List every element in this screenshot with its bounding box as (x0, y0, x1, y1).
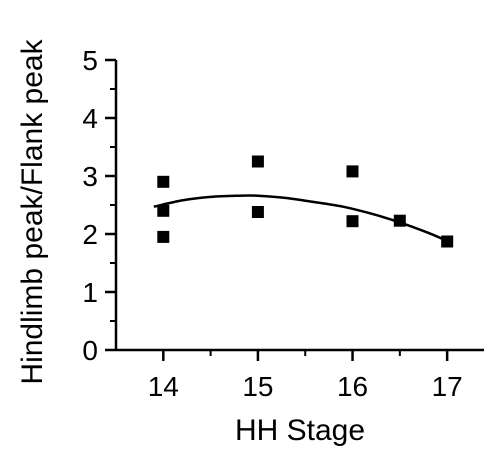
data-point (393, 214, 406, 227)
y-ticks: 0 1 2 3 4 5 (82, 45, 116, 366)
data-point (157, 204, 170, 217)
x-ticks: 14 15 16 17 (148, 350, 463, 402)
data-point (251, 206, 264, 218)
y-tick-label: 0 (82, 335, 98, 366)
data-point (157, 175, 170, 188)
x-tick-label: 15 (242, 371, 273, 402)
data-point (441, 235, 454, 248)
x-tick-label: 17 (432, 371, 463, 402)
axes (114, 60, 484, 352)
data-point (251, 155, 264, 168)
data-point (346, 215, 359, 228)
y-axis-title: Hindlimb peak/Flank peak (16, 38, 49, 384)
x-tick-label: 16 (337, 371, 368, 402)
data-point (157, 230, 170, 243)
y-tick-label: 4 (82, 103, 98, 134)
y-tick-label: 2 (82, 219, 98, 250)
x-tick-label: 14 (148, 371, 179, 402)
series-layer (153, 155, 454, 248)
data-point (346, 165, 359, 178)
y-tick-label: 1 (82, 277, 98, 308)
y-tick-label: 3 (82, 161, 98, 192)
y-tick-label: 5 (82, 45, 98, 76)
x-axis-title: HH Stage (235, 414, 365, 447)
